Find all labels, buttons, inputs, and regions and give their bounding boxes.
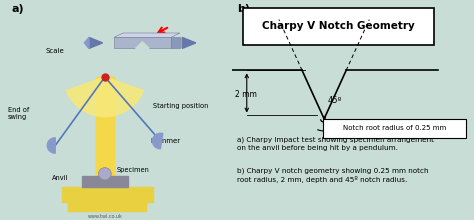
Text: 45º: 45º xyxy=(328,96,342,104)
Text: a) Charpy Impact test showing specimen arrangement
on the anvil before being hit: a) Charpy Impact test showing specimen a… xyxy=(237,136,434,151)
Text: b) Charpy V notch geometry showing 0.25 mm notch
root radius, 2 mm, depth and 45: b) Charpy V notch geometry showing 0.25 … xyxy=(237,167,428,183)
Text: 2 mm: 2 mm xyxy=(235,90,256,99)
Text: b): b) xyxy=(237,4,250,14)
Polygon shape xyxy=(96,77,114,187)
Polygon shape xyxy=(136,42,149,48)
Polygon shape xyxy=(47,138,55,153)
Text: Notch root radius of 0.25 mm: Notch root radius of 0.25 mm xyxy=(343,125,446,131)
Polygon shape xyxy=(82,176,128,187)
Text: Scale: Scale xyxy=(46,48,64,54)
Text: Specimen: Specimen xyxy=(116,167,149,173)
Circle shape xyxy=(99,168,111,180)
Text: Anvil: Anvil xyxy=(52,175,68,181)
Polygon shape xyxy=(171,37,180,48)
Text: End of
swing: End of swing xyxy=(8,107,29,120)
Text: Starting position: Starting position xyxy=(153,103,208,109)
Polygon shape xyxy=(153,133,163,149)
Polygon shape xyxy=(68,202,146,211)
Polygon shape xyxy=(89,37,102,48)
Text: Hammer: Hammer xyxy=(150,138,181,144)
Polygon shape xyxy=(62,187,153,202)
Polygon shape xyxy=(114,33,180,37)
Polygon shape xyxy=(66,77,143,117)
Polygon shape xyxy=(182,37,196,48)
Text: a): a) xyxy=(11,4,24,14)
Polygon shape xyxy=(114,37,171,48)
Polygon shape xyxy=(84,37,89,48)
Text: www.twi.co.uk: www.twi.co.uk xyxy=(87,214,122,219)
Text: Charpy V Notch Geometry: Charpy V Notch Geometry xyxy=(262,21,415,31)
FancyBboxPatch shape xyxy=(243,8,434,45)
FancyBboxPatch shape xyxy=(323,119,465,138)
